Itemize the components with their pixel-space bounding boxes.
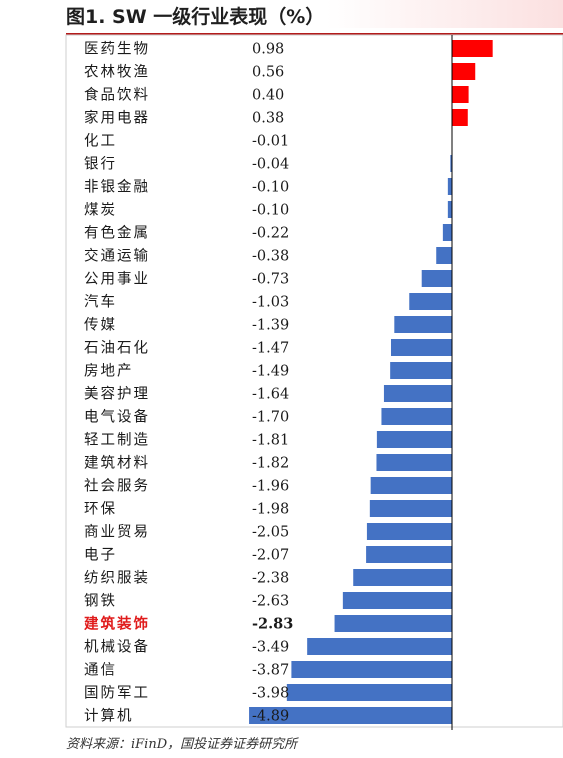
category-label: 机械设备 bbox=[84, 639, 150, 656]
bar bbox=[366, 523, 452, 540]
value-label: -0.10 bbox=[252, 203, 289, 219]
bar bbox=[342, 592, 452, 609]
title-bar bbox=[0, 0, 563, 28]
bar bbox=[376, 431, 452, 448]
value-label: 0.98 bbox=[252, 42, 284, 58]
category-label: 美容护理 bbox=[84, 386, 150, 403]
value-label: -2.63 bbox=[252, 594, 289, 610]
bar bbox=[369, 500, 452, 517]
bar bbox=[334, 615, 452, 632]
value-label: 0.38 bbox=[252, 111, 284, 127]
value-label: -0.04 bbox=[252, 157, 289, 173]
category-label: 建筑装饰 bbox=[84, 615, 150, 633]
category-label: 商业贸易 bbox=[84, 524, 150, 541]
category-label: 房地产 bbox=[84, 363, 134, 380]
bar bbox=[376, 454, 452, 471]
value-label: -3.98 bbox=[252, 686, 289, 702]
value-label: -1.70 bbox=[252, 410, 289, 426]
category-label: 交通运输 bbox=[84, 247, 150, 265]
value-label: -2.83 bbox=[252, 616, 293, 633]
value-label: 0.56 bbox=[252, 65, 284, 81]
category-label: 环保 bbox=[84, 501, 117, 518]
value-label: -0.73 bbox=[252, 272, 289, 288]
bar bbox=[421, 270, 452, 287]
title-rule bbox=[66, 33, 563, 35]
value-label: -3.87 bbox=[252, 663, 289, 679]
category-label: 银行 bbox=[84, 156, 117, 173]
bar bbox=[450, 155, 452, 172]
bar bbox=[447, 178, 452, 195]
value-label: -1.98 bbox=[252, 502, 289, 518]
category-label: 农林牧渔 bbox=[84, 64, 150, 81]
category-label: 通信 bbox=[84, 662, 117, 679]
category-label: 煤炭 bbox=[84, 202, 117, 219]
category-label: 计算机 bbox=[84, 708, 134, 725]
value-label: -1.96 bbox=[252, 479, 289, 495]
bar bbox=[452, 86, 469, 103]
bar bbox=[452, 63, 476, 80]
category-label: 电气设备 bbox=[84, 409, 150, 426]
source-note: 资料来源：iFinD，国投证券证券研究所 bbox=[66, 737, 298, 752]
value-label: -1.03 bbox=[252, 295, 289, 311]
bar bbox=[436, 247, 452, 264]
bar bbox=[370, 477, 452, 494]
category-label: 化工 bbox=[84, 133, 117, 150]
value-label: -1.49 bbox=[252, 364, 289, 380]
value-label: -1.47 bbox=[252, 341, 289, 357]
category-label: 家用电器 bbox=[84, 110, 150, 127]
value-label: -1.64 bbox=[252, 387, 289, 403]
value-label: -0.01 bbox=[252, 134, 289, 150]
value-label: -2.38 bbox=[252, 571, 289, 587]
value-label: -4.89 bbox=[252, 709, 289, 725]
category-label: 传媒 bbox=[84, 317, 117, 334]
value-label: -0.22 bbox=[252, 226, 289, 242]
bar bbox=[442, 224, 452, 241]
bar bbox=[291, 661, 452, 678]
value-label: -0.10 bbox=[252, 180, 289, 196]
value-label: -1.82 bbox=[252, 456, 289, 472]
category-label: 石油石化 bbox=[84, 340, 150, 357]
bar bbox=[390, 339, 452, 356]
bar bbox=[452, 40, 493, 57]
bar bbox=[447, 201, 452, 218]
bar bbox=[383, 385, 452, 402]
category-label: 社会服务 bbox=[84, 478, 150, 495]
value-label: -0.38 bbox=[252, 249, 289, 265]
bar bbox=[353, 569, 452, 586]
category-label: 有色金属 bbox=[84, 225, 150, 242]
value-label: -1.39 bbox=[252, 318, 289, 334]
category-label: 建筑材料 bbox=[84, 455, 150, 472]
bar bbox=[249, 707, 452, 724]
category-label: 医药生物 bbox=[84, 41, 150, 58]
value-label: -3.49 bbox=[252, 640, 289, 656]
value-label: -2.05 bbox=[252, 525, 289, 541]
category-label: 电子 bbox=[84, 547, 117, 564]
value-label: -2.07 bbox=[252, 548, 289, 564]
bar bbox=[452, 109, 468, 126]
category-label: 非银金融 bbox=[84, 179, 150, 196]
bar bbox=[394, 316, 452, 333]
category-label: 公用事业 bbox=[84, 271, 150, 288]
bar bbox=[307, 638, 452, 655]
chart-title: 图1. SW 一级行业表现（%） bbox=[66, 6, 325, 28]
category-label: 国防军工 bbox=[84, 685, 150, 702]
category-label: 钢铁 bbox=[84, 593, 117, 610]
bar bbox=[409, 293, 452, 310]
category-label: 食品饮料 bbox=[84, 87, 150, 104]
bar bbox=[390, 362, 452, 379]
category-label: 纺织服装 bbox=[84, 570, 150, 587]
value-label: -1.81 bbox=[252, 433, 289, 449]
category-label: 汽车 bbox=[84, 294, 117, 311]
bar bbox=[366, 546, 452, 563]
category-label: 轻工制造 bbox=[84, 432, 150, 449]
value-label: 0.40 bbox=[252, 88, 284, 104]
bar bbox=[286, 684, 452, 701]
bar bbox=[381, 408, 452, 425]
plot-frame bbox=[65, 34, 563, 728]
